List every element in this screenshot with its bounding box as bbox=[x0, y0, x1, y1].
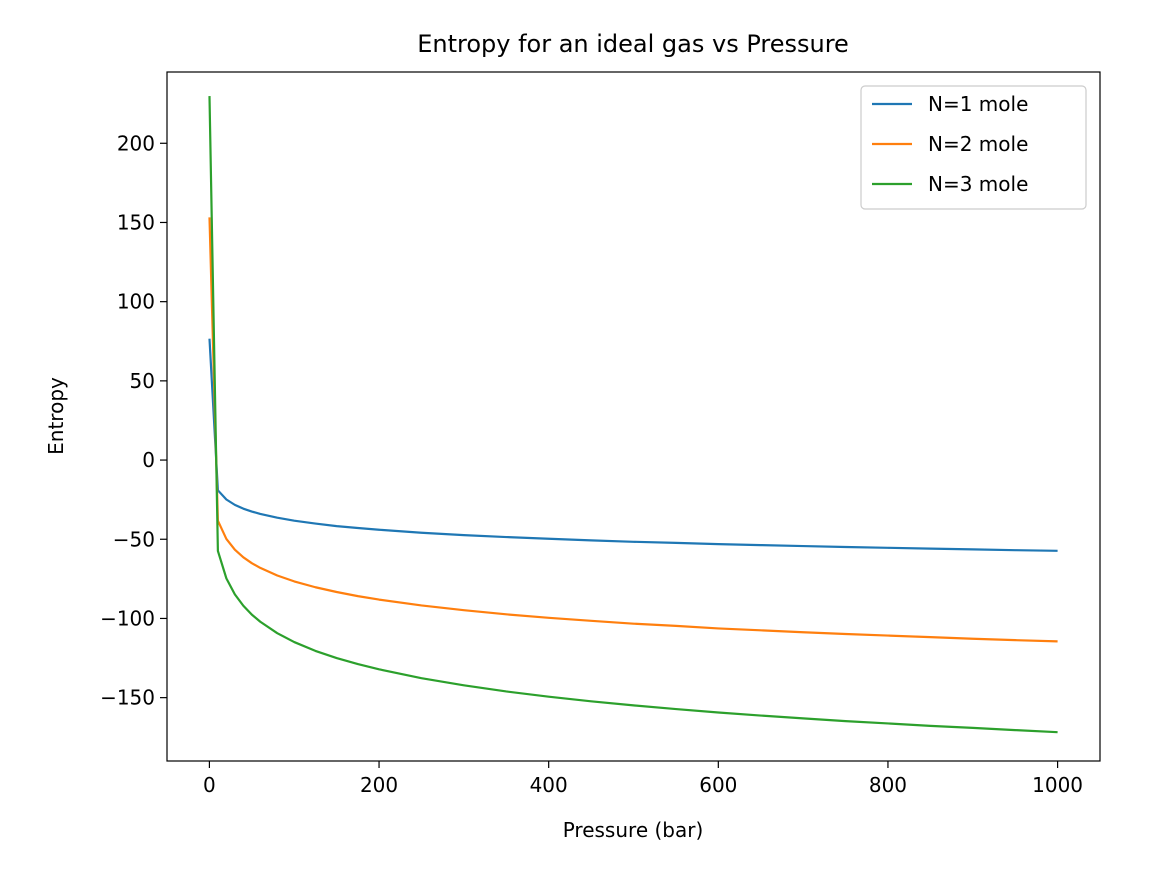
y-tick-label: 200 bbox=[117, 131, 155, 155]
x-tick-label: 1000 bbox=[1032, 773, 1083, 797]
series-line-1 bbox=[208, 338, 1058, 552]
series-line-2 bbox=[208, 217, 1058, 643]
legend: N=1 mole N=2 mole N=3 mole bbox=[860, 85, 1087, 210]
y-tick-label: 100 bbox=[117, 290, 155, 314]
x-tick-label: 600 bbox=[699, 773, 737, 797]
chart-title: Entropy for an ideal gas vs Pressure bbox=[417, 30, 849, 58]
x-tick-label: 800 bbox=[869, 773, 907, 797]
y-tick-label: −150 bbox=[100, 686, 155, 710]
axis-ticks: 0 200 400 600 800 1000 −150 −100 −50 0 50 100 150 200 bbox=[100, 131, 1083, 797]
y-tick-label: 150 bbox=[117, 210, 155, 234]
x-tick-label: 400 bbox=[530, 773, 568, 797]
legend-box bbox=[860, 85, 1087, 210]
legend-label-3: N=3 mole bbox=[928, 172, 1028, 196]
x-axis-label: Pressure (bar) bbox=[563, 818, 704, 842]
series-line-3 bbox=[208, 96, 1058, 734]
plot-lines bbox=[208, 96, 1058, 734]
legend-label-1: N=1 mole bbox=[928, 92, 1028, 116]
y-tick-label: 50 bbox=[130, 369, 155, 393]
plot-frame bbox=[166, 71, 1101, 762]
y-tick-label: −50 bbox=[113, 527, 155, 551]
legend-label-2: N=2 mole bbox=[928, 132, 1028, 156]
x-tick-label: 200 bbox=[360, 773, 398, 797]
y-tick-label: −100 bbox=[100, 606, 155, 630]
x-tick-label: 0 bbox=[203, 773, 216, 797]
y-tick-label: 0 bbox=[142, 448, 155, 472]
y-axis-label: Entropy bbox=[44, 377, 68, 455]
